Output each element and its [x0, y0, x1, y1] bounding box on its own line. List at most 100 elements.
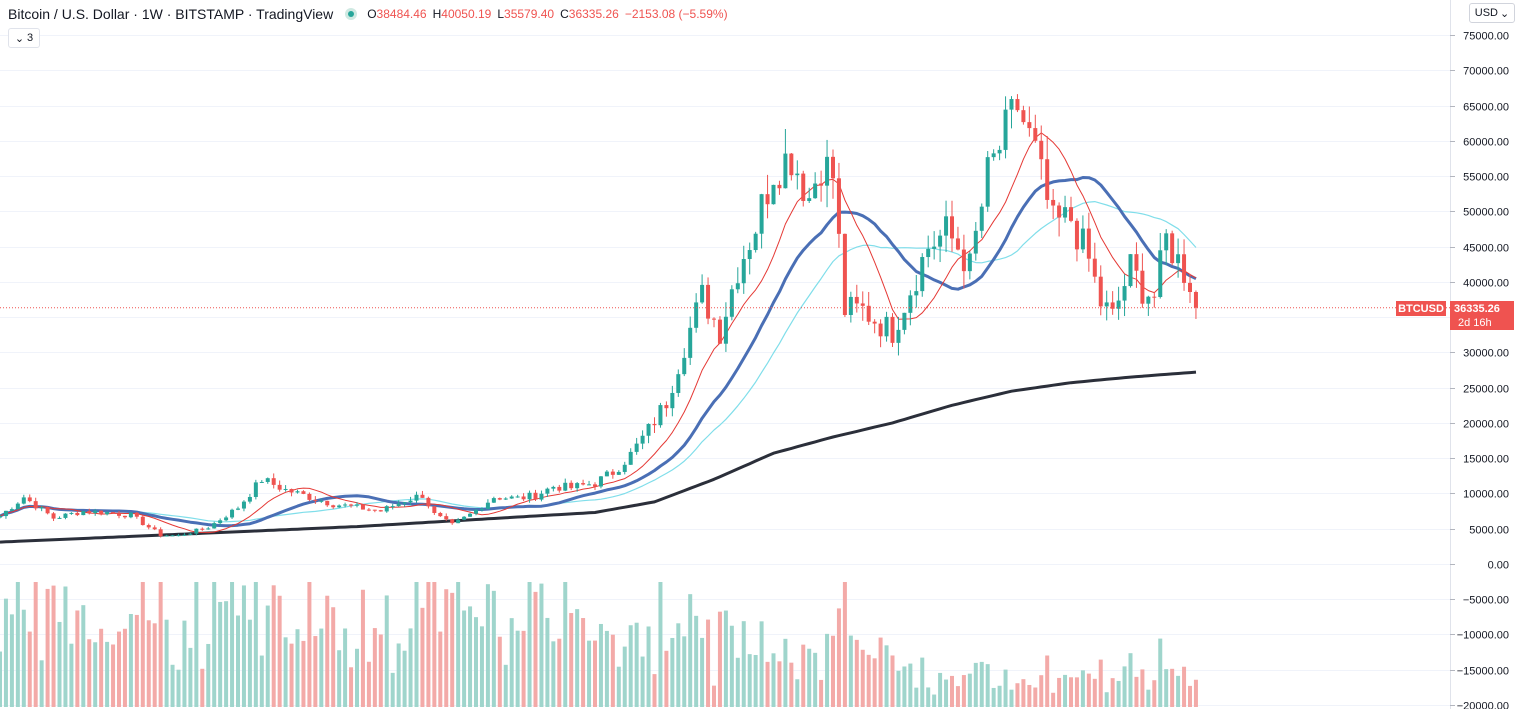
candle	[212, 521, 217, 529]
candle-body	[75, 512, 80, 516]
candle	[1193, 290, 1198, 319]
candle	[15, 502, 20, 510]
indicators-toggle-button[interactable]: ⌄ 3	[8, 28, 40, 48]
volume-bar	[1134, 676, 1139, 707]
candle	[640, 430, 645, 450]
candle-body	[1104, 302, 1109, 307]
symbol-title[interactable]: Bitcoin / U.S. Dollar · 1W · BITSTAMP · …	[8, 6, 334, 22]
candle-body	[991, 153, 996, 158]
candle-body	[527, 492, 532, 500]
volume-bar	[69, 643, 74, 707]
candle	[355, 502, 359, 508]
volume-bar	[735, 657, 740, 707]
volume-bar	[176, 669, 181, 707]
volume-bar	[241, 585, 246, 707]
candle-body	[27, 497, 32, 502]
volume-bar	[581, 618, 586, 707]
candle-body	[842, 233, 847, 315]
volume-bar	[75, 610, 80, 707]
candle-body	[170, 535, 175, 537]
y-tick-label: 30000.00	[1463, 348, 1509, 360]
candle-body	[1098, 276, 1103, 307]
volume-bar	[450, 592, 455, 707]
candle	[1069, 196, 1073, 223]
y-tick-label: −20000.00	[1457, 701, 1509, 709]
currency-select[interactable]: USD ⌄	[1469, 3, 1515, 23]
candle-body	[1134, 254, 1139, 271]
volume-bar	[230, 582, 235, 707]
candle	[944, 200, 949, 253]
candle	[842, 233, 847, 317]
volume-bar	[1074, 677, 1079, 707]
candle	[819, 170, 824, 202]
candle	[99, 510, 104, 516]
candle	[581, 479, 586, 486]
volume-bar	[271, 585, 276, 707]
candle	[932, 231, 937, 260]
candle-body	[783, 153, 788, 189]
y-tick-label: 25000.00	[1463, 384, 1509, 396]
candle	[1027, 106, 1032, 137]
volume-bar	[706, 619, 711, 707]
candle	[128, 511, 133, 519]
candle	[491, 496, 496, 503]
candle-body	[902, 312, 907, 330]
candle-body	[1009, 99, 1014, 110]
volume-bar	[1033, 687, 1038, 707]
y-tick-label: −5000.00	[1463, 595, 1509, 607]
candle	[236, 506, 240, 511]
candle	[283, 485, 288, 492]
candle-body	[1039, 140, 1044, 160]
candle	[390, 503, 395, 510]
candle	[860, 291, 865, 321]
candle	[450, 518, 455, 525]
candle	[1134, 242, 1139, 288]
candle	[69, 512, 74, 515]
volume-bar	[575, 609, 580, 707]
volume-bar	[616, 666, 621, 707]
volume-bar	[27, 631, 32, 707]
candle-body	[45, 507, 50, 514]
candle-body	[313, 499, 318, 501]
candle-body	[694, 302, 699, 328]
volume-bar	[688, 594, 693, 707]
candle-body	[735, 283, 740, 290]
volume-bar	[521, 630, 526, 707]
candle	[152, 525, 157, 531]
candle-body	[99, 510, 104, 515]
candle	[515, 494, 520, 498]
candle	[105, 511, 110, 516]
candle-body	[795, 173, 800, 176]
candle	[200, 527, 205, 531]
volume-bar	[944, 679, 949, 707]
candle	[33, 497, 38, 511]
candle-body	[265, 478, 270, 482]
candle	[1039, 125, 1044, 180]
candle-body	[1182, 254, 1187, 283]
candle-body	[1057, 205, 1062, 218]
candle-body	[539, 493, 544, 500]
y-tick-label: 70000.00	[1463, 66, 1509, 78]
candle-body	[997, 149, 1002, 154]
volume-bar	[991, 687, 996, 707]
candle	[206, 526, 211, 530]
ohlc-low: L35579.40	[497, 7, 555, 21]
candle	[563, 478, 568, 492]
volume-bar	[236, 615, 240, 707]
candle-body	[622, 464, 627, 472]
candle	[676, 369, 681, 397]
volume-bar	[1122, 666, 1127, 707]
candle-body	[408, 500, 413, 503]
volume-bar	[908, 663, 913, 707]
volume-bar	[593, 640, 597, 707]
candle-body	[271, 478, 276, 485]
volume-bar	[1104, 692, 1109, 707]
volume-bar	[3, 598, 8, 707]
volume-bar	[331, 607, 336, 707]
price-scale[interactable]: 75000.00 70000.00 65000.00 60000.00 55000.00…	[1450, 31, 1509, 709]
candle-body	[914, 291, 919, 296]
candle	[712, 317, 716, 328]
volume-bar	[1045, 655, 1050, 707]
candle	[426, 496, 431, 509]
